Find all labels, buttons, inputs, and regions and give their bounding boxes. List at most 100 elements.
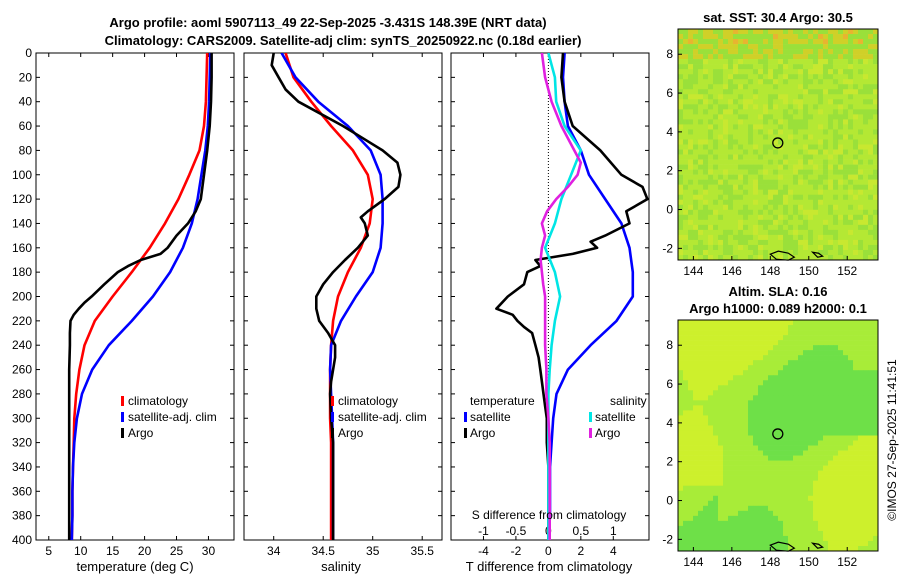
map-cell: [678, 134, 684, 140]
map-cell: [698, 485, 704, 492]
map-cell: [748, 405, 754, 411]
map-cell: [813, 244, 819, 251]
map-cell: [718, 249, 724, 256]
map-cell: [823, 460, 829, 466]
map-cell: [848, 435, 854, 441]
map-cell: [738, 505, 744, 512]
map-cell: [828, 184, 834, 190]
map-cell: [718, 34, 724, 40]
map-cell: [793, 154, 799, 160]
map-cell: [758, 219, 764, 226]
map-cell: [863, 485, 869, 492]
map-cell: [868, 119, 874, 125]
map-cell: [833, 79, 839, 85]
map-cell: [773, 184, 779, 190]
map-cell: [758, 515, 764, 522]
map-cell: [718, 495, 724, 502]
map-cell: [823, 415, 829, 421]
map-cell: [773, 254, 779, 261]
legend-swatch-sal-satellite: [589, 412, 592, 422]
map-cell: [808, 189, 814, 196]
map-cell: [708, 159, 714, 165]
map-cell: [808, 510, 814, 517]
map-cell: [803, 475, 809, 481]
map-cell: [688, 515, 694, 522]
map-cell: [723, 209, 729, 216]
map-cell: [768, 535, 774, 542]
map-cell: [798, 254, 804, 261]
map-cell: [773, 79, 779, 85]
map-cell: [818, 174, 824, 180]
map-cell: [728, 450, 734, 456]
map-cell: [698, 89, 704, 95]
map-cell: [798, 134, 804, 140]
map-cell: [858, 159, 864, 165]
map-cell: [863, 320, 869, 326]
map-cell: [853, 520, 859, 527]
map-cell: [683, 29, 689, 35]
map-cell: [863, 355, 869, 361]
map-cell: [818, 400, 824, 406]
map-cell: [698, 94, 704, 100]
map-cell: [728, 39, 734, 45]
map-cell: [723, 234, 729, 241]
map-cell: [748, 535, 754, 542]
map-cell: [748, 124, 754, 130]
map-cell: [868, 44, 874, 50]
map-cell: [833, 460, 839, 466]
map-cell: [728, 29, 734, 35]
map-cell: [848, 34, 854, 40]
map-cell: [823, 204, 829, 211]
map-cell: [808, 470, 814, 476]
map-cell: [798, 500, 804, 507]
map-cell: [833, 104, 839, 110]
map-cell: [688, 410, 694, 416]
map-cell: [868, 139, 874, 145]
map-cell: [703, 114, 709, 120]
map-cell: [813, 139, 819, 145]
map-cell: [718, 460, 724, 466]
map-cell: [773, 139, 779, 145]
map-cell: [778, 189, 784, 196]
map-cell: [838, 490, 844, 497]
map-cell: [848, 495, 854, 502]
map-cell: [808, 530, 814, 537]
map-cell: [733, 214, 739, 221]
map-cell: [813, 340, 819, 346]
map-cell: [768, 149, 774, 155]
map-cell: [813, 34, 819, 40]
map-cell: [748, 154, 754, 160]
map-cell: [798, 249, 804, 256]
map-cell: [683, 114, 689, 120]
sla-title-line1: Altim. SLA: 0.16: [729, 284, 828, 299]
map-cell: [783, 450, 789, 456]
map-cell: [678, 139, 684, 145]
map-cell: [868, 505, 874, 512]
map-cell: [788, 209, 794, 216]
map-cell: [863, 460, 869, 466]
map-cell: [783, 345, 789, 351]
map-cell: [718, 29, 724, 35]
map-cell: [688, 244, 694, 251]
map-cell: [763, 530, 769, 537]
map-cell: [823, 209, 829, 216]
map-cell: [753, 350, 759, 356]
map-cell: [723, 214, 729, 221]
map-cell: [708, 415, 714, 421]
map-cell: [743, 64, 749, 70]
map-cell: [693, 29, 699, 35]
map-cell: [858, 94, 864, 100]
map-cell: [813, 94, 819, 100]
map-cell: [853, 495, 859, 502]
map-cell: [723, 244, 729, 251]
map-cell: [843, 340, 849, 346]
map-cell: [788, 370, 794, 376]
map-cell: [778, 450, 784, 456]
map-cell: [693, 325, 699, 331]
map-cell: [858, 244, 864, 251]
map-cell: [828, 510, 834, 517]
map-cell: [803, 34, 809, 40]
map-cell: [708, 360, 714, 366]
map-cell: [728, 325, 734, 331]
map-cell: [753, 385, 759, 391]
